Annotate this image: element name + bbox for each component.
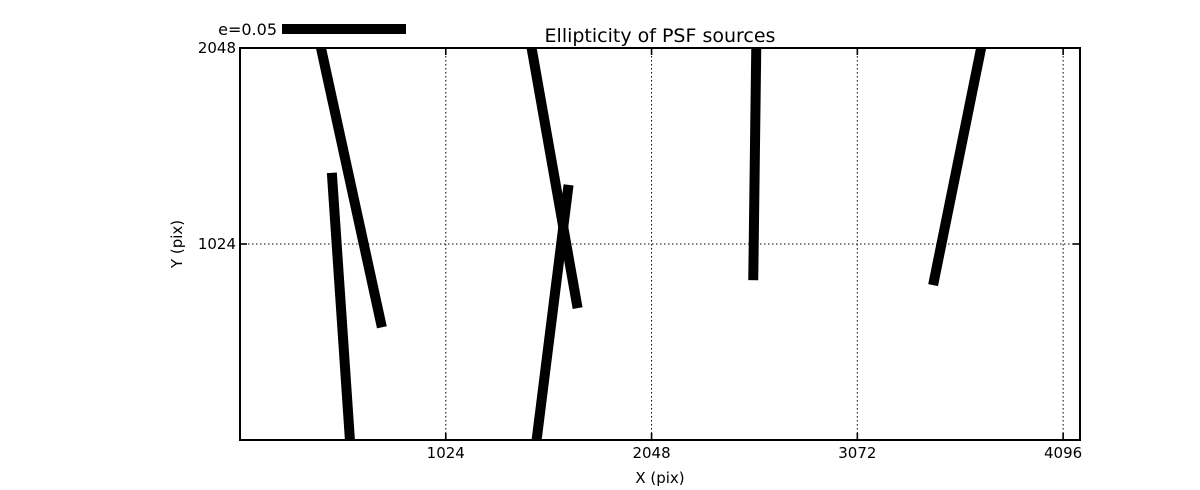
psf-ellipticity-whisker bbox=[526, 47, 583, 309]
legend-scale-bar bbox=[282, 24, 406, 34]
legend: e=0.05 bbox=[218, 20, 406, 39]
psf-ellipticity-whisker bbox=[316, 46, 387, 329]
tick-labels: 1024 2048 3072 4096 1024 2048 bbox=[198, 39, 1082, 462]
chart-title: Ellipticity of PSF sources bbox=[545, 25, 776, 47]
psf-ellipticity-whisker bbox=[928, 47, 987, 287]
y-tick-label: 2048 bbox=[198, 39, 236, 57]
x-tick-label: 2048 bbox=[632, 444, 670, 462]
legend-label: e=0.05 bbox=[218, 20, 277, 39]
tick-marks bbox=[240, 47, 1080, 440]
y-axis-label: Y (pix) bbox=[168, 220, 186, 269]
x-axis-label: X (pix) bbox=[635, 469, 684, 487]
psf-ellipticity-whisker bbox=[326, 172, 355, 441]
whiskers bbox=[316, 46, 987, 441]
x-tick-label: 3072 bbox=[838, 444, 876, 462]
y-tick-label: 1024 bbox=[198, 235, 236, 253]
psf-ellipticity-whisker bbox=[748, 47, 762, 281]
x-tick-label: 4096 bbox=[1044, 444, 1082, 462]
psf-ellipticity-whisker bbox=[531, 184, 574, 441]
x-tick-label: 1024 bbox=[427, 444, 465, 462]
